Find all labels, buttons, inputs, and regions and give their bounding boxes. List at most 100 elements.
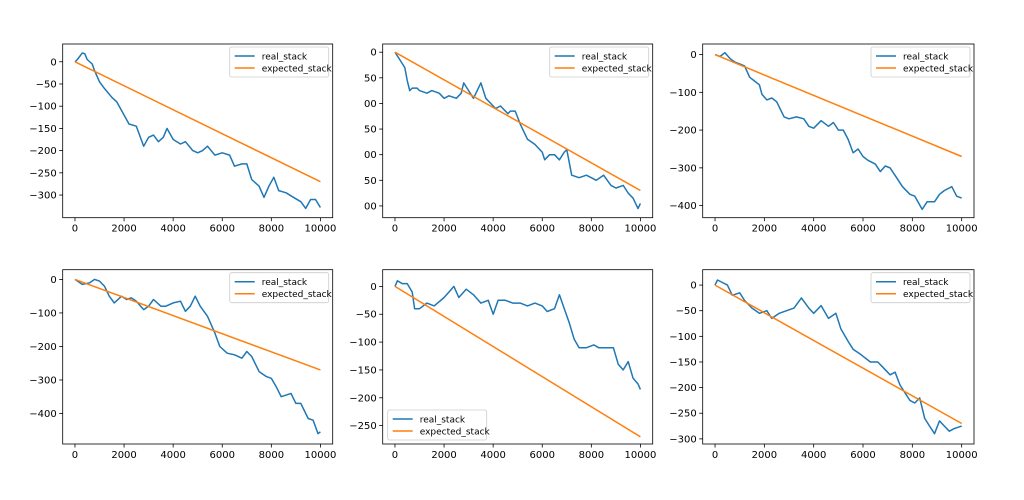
y-tick-label: −200: [29, 342, 56, 353]
y-tick-label: 0: [50, 57, 56, 68]
y-tick-label: −200: [669, 126, 696, 137]
legend-label: expected_stack: [582, 65, 653, 75]
legend-label: expected_stack: [262, 290, 333, 300]
y-tick-label: −100: [669, 88, 696, 99]
y-tick-label: −150: [29, 124, 56, 135]
y-tick-label: −200: [349, 393, 376, 404]
x-tick-label: 0: [72, 224, 78, 235]
legend-label: expected_stack: [903, 290, 974, 300]
x-tick-label: 8000: [579, 224, 604, 235]
y-tick-label: −400: [29, 409, 56, 420]
y-tick-label: −100: [29, 308, 56, 319]
y-tick-label: −250: [349, 421, 376, 432]
x-tick-label: 0: [712, 450, 718, 461]
legend-label: real_stack: [903, 278, 949, 288]
x-tick-label: 8000: [579, 450, 604, 461]
y-tick-label: −400: [669, 201, 696, 212]
x-tick-label: 2000: [752, 450, 777, 461]
legend-box: [387, 409, 488, 441]
axes-frame: [382, 43, 654, 219]
x-tick-label: 8000: [259, 224, 284, 235]
subplot-1: 0 2000 4000 6000 8000 10000 0 −50 −100 −150 −200 −2…: [29, 43, 337, 235]
x-tick-label: 10000: [946, 450, 978, 461]
y-tick-label: −100: [29, 102, 56, 113]
y-tick-label: 00: [364, 201, 377, 212]
x-tick-label: 4000: [480, 224, 505, 235]
y-tick-label: 50: [364, 73, 377, 84]
x-tick-label: 0: [712, 224, 718, 235]
subplot-4: 0 2000 4000 6000 8000 10000 0 −100 −200 −300 −400 r…: [29, 269, 337, 461]
x-tick-label: 2000: [431, 224, 456, 235]
y-tick-label: −200: [29, 146, 56, 157]
legend-box: [870, 46, 971, 78]
series-line-real_stack: [714, 51, 962, 211]
x-tick-label: 6000: [530, 450, 555, 461]
series-line-expected_stack: [394, 285, 641, 438]
axes-frame: [62, 43, 334, 219]
y-tick-label: −150: [669, 357, 696, 368]
x-tick-label: 4000: [160, 224, 185, 235]
x-tick-label: 10000: [625, 450, 657, 461]
series-line-real_stack: [74, 52, 322, 210]
y-tick-label: 0: [50, 275, 56, 286]
x-tick-label: 0: [392, 224, 398, 235]
legend-label: expected_stack: [903, 65, 974, 75]
y-tick-label: 0: [370, 282, 376, 293]
x-tick-label: 10000: [305, 450, 337, 461]
series-line-real_stack: [714, 279, 962, 435]
legend: real_stack expected_stack: [870, 46, 974, 78]
x-tick-label: 4000: [480, 450, 505, 461]
legend: real_stack expected_stack: [387, 409, 491, 441]
legend-box: [229, 46, 330, 78]
y-tick-label: 50: [364, 125, 377, 136]
legend-box: [870, 272, 971, 304]
x-tick-label: 2000: [431, 450, 456, 461]
subplot-5: 0 2000 4000 6000 8000 10000 0 −50 −100 −150 −200 −2…: [349, 269, 657, 461]
y-tick-label: −150: [349, 365, 376, 376]
series-line-expected_stack: [394, 51, 641, 192]
x-tick-label: 4000: [160, 450, 185, 461]
legend-label: real_stack: [582, 53, 628, 63]
y-tick-label: −250: [669, 409, 696, 420]
x-tick-label: 8000: [259, 450, 284, 461]
series-line-expected_stack: [74, 278, 321, 371]
x-tick-label: 10000: [946, 224, 978, 235]
legend-box: [229, 272, 330, 304]
y-tick-label: −250: [29, 168, 56, 179]
legend-label: real_stack: [903, 53, 949, 63]
axes-frame: [62, 269, 334, 445]
x-tick-label: 0: [72, 450, 78, 461]
y-tick-label: −200: [669, 383, 696, 394]
legend-label: real_stack: [420, 416, 466, 426]
y-tick-label: 0: [690, 281, 696, 292]
y-tick-label: 0: [370, 48, 376, 59]
legend: real_stack expected_stack: [229, 272, 333, 304]
series-line-expected_stack: [714, 284, 963, 425]
legend-label: real_stack: [262, 278, 308, 288]
subplot-2: 0 2000 4000 6000 8000 10000 0 50 00 50 00 50 00 real_…: [364, 43, 657, 235]
axes-frame: [702, 269, 975, 445]
x-tick-label: 2000: [752, 224, 777, 235]
axes-frame: [702, 43, 975, 219]
y-tick-label: −300: [669, 163, 696, 174]
y-tick-label: 00: [364, 150, 377, 161]
x-tick-label: 2000: [111, 450, 136, 461]
series-line-real_stack: [74, 278, 321, 435]
y-tick-label: −300: [669, 434, 696, 445]
y-tick-label: −100: [349, 338, 376, 349]
x-tick-label: 6000: [850, 450, 875, 461]
y-tick-label: 0: [690, 50, 696, 61]
legend-box: [549, 46, 650, 78]
series-line-expected_stack: [714, 53, 962, 158]
x-tick-label: 2000: [111, 224, 136, 235]
x-tick-label: 10000: [305, 224, 337, 235]
x-tick-label: 10000: [625, 224, 657, 235]
series-line-real_stack: [394, 51, 642, 210]
legend-label: expected_stack: [262, 65, 333, 75]
y-tick-label: −50: [676, 306, 697, 317]
x-tick-label: 6000: [850, 224, 875, 235]
y-tick-label: −100: [669, 332, 696, 343]
y-tick-label: −300: [29, 191, 56, 202]
